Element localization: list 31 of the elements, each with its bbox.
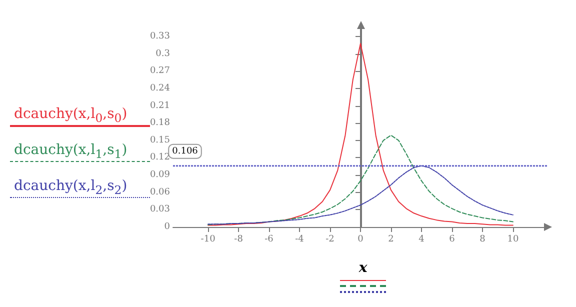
y-tick-label: 0.21 [150, 100, 170, 111]
x-tick-label: 6 [449, 234, 456, 244]
line-series [208, 134, 514, 226]
x-tick-label: -10 [200, 234, 216, 244]
y-tick-label: 0.15 [150, 135, 170, 146]
y-tick-label: 0.18 [150, 118, 170, 128]
y-tick-label: 0 [164, 222, 170, 232]
x-tick-label: -2 [326, 234, 334, 244]
ref-line-label: 0.106 [172, 146, 198, 156]
y-tick-label: 0.03 [150, 204, 170, 215]
x-tick-label: -8 [234, 234, 244, 244]
text: dcauchy(x,l$_{1}$,s$_{1}$) [8, 142, 148, 163]
x-tick-label: -4 [295, 234, 304, 244]
x-tick-label: 4 [418, 234, 425, 244]
x-tick-label: 2 [388, 234, 394, 244]
line-series [208, 165, 514, 225]
text: dcauchy(x,l$_{0}$,s$_{0}$) [8, 106, 148, 127]
x-tick-label: 0 [358, 234, 364, 244]
y-tick-label: 0.3 [156, 48, 170, 59]
x-axis-title: x [358, 260, 368, 276]
y-tick-label: 0.12 [150, 152, 170, 163]
x-tick-label: 10 [507, 234, 519, 244]
x-tick-label: -6 [264, 234, 274, 244]
line-series [208, 42, 514, 226]
y-tick-label: 0.09 [150, 170, 170, 180]
x-tick-label: 8 [480, 234, 486, 244]
y-tick-label: 0.33 [150, 32, 170, 42]
text: dcauchy(x,l$_{2}$,s$_{2}$) [8, 178, 148, 199]
y-tick-label: 0.06 [150, 187, 170, 198]
y-tick-label: 0.27 [150, 66, 170, 76]
y-tick-label: 0.24 [150, 83, 170, 94]
